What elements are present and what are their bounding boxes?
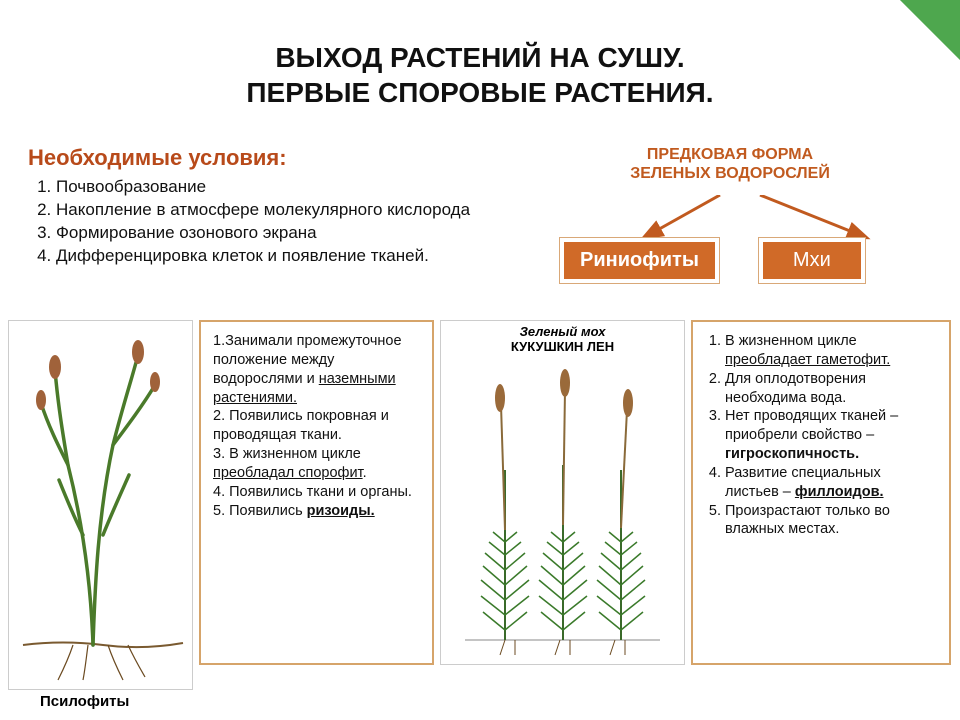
moss-image-title: Зеленый мох — [441, 324, 684, 339]
conditions-list: Почвообразование Накопление в атмосфере … — [28, 176, 508, 268]
moss-drawing — [445, 350, 680, 660]
conditions-heading: Необходимые условия: — [28, 145, 508, 171]
condition-item: Дифференцировка клеток и появление ткане… — [56, 245, 508, 268]
ancestor-label: ПРЕДКОВАЯ ФОРМА ЗЕЛЕНЫХ ВОДОРОСЛЕЙ — [600, 145, 860, 183]
box-mhi: Мхи — [759, 238, 865, 283]
bottom-content-row: 1.Занимали промежуточное положение между… — [8, 320, 952, 690]
condition-item: Формирование озонового экрана — [56, 222, 508, 245]
psilophytes-image — [8, 320, 193, 690]
mhi-item: Произрастают только во влажных местах. — [725, 502, 937, 540]
mhi-item: Развитие специальных листьев – филлоидов… — [725, 464, 937, 502]
slide-title: ВЫХОД РАСТЕНИЙ НА СУШУ. ПЕРВЫЕ СПОРОВЫЕ … — [0, 0, 960, 130]
riniofity-p4: 4. Появились ткани и органы. — [213, 483, 420, 502]
box-riniofity: Риниофиты — [560, 238, 719, 283]
mhi-item: Нет проводящих тканей – приобрели свойст… — [725, 407, 937, 464]
riniofity-text-panel: 1.Занимали промежуточное положение между… — [199, 320, 434, 665]
riniofity-p3: 3. В жизненном цикле преобладал спорофит… — [213, 445, 420, 483]
title-line-2: ПЕРВЫЕ СПОРОВЫЕ РАСТЕНИЯ. — [0, 75, 960, 110]
ancestor-line-1: ПРЕДКОВАЯ ФОРМА — [600, 145, 860, 164]
conditions-block: Необходимые условия: Почвообразование На… — [28, 145, 508, 268]
riniofity-p2: 2. Появились покровная и проводящая ткан… — [213, 407, 420, 445]
riniofity-p5: 5. Появились ризоиды. — [213, 502, 420, 521]
mhi-item: Для оплодотворения необходима вода. — [725, 370, 937, 408]
descendant-boxes: Риниофиты Мхи — [560, 238, 865, 283]
mhi-item: В жизненном цикле преобладает гаметофит. — [725, 332, 937, 370]
moss-image-subtitle: КУКУШКИН ЛЕН — [441, 339, 684, 354]
ancestor-line-2: ЗЕЛЕНЫХ ВОДОРОСЛЕЙ — [600, 164, 860, 183]
title-line-1: ВЫХОД РАСТЕНИЙ НА СУШУ. — [0, 40, 960, 75]
riniofity-p1: 1.Занимали промежуточное положение между… — [213, 332, 420, 407]
moss-image: Зеленый мох КУКУШКИН ЛЕН — [440, 320, 685, 665]
psilophytes-drawing — [13, 325, 188, 685]
mhi-text-panel: В жизненном цикле преобладает гаметофит.… — [691, 320, 951, 665]
corner-decoration — [840, 0, 960, 110]
condition-item: Накопление в атмосфере молекулярного кис… — [56, 199, 508, 222]
condition-item: Почвообразование — [56, 176, 508, 199]
psilophytes-caption: Псилофиты — [40, 693, 129, 710]
